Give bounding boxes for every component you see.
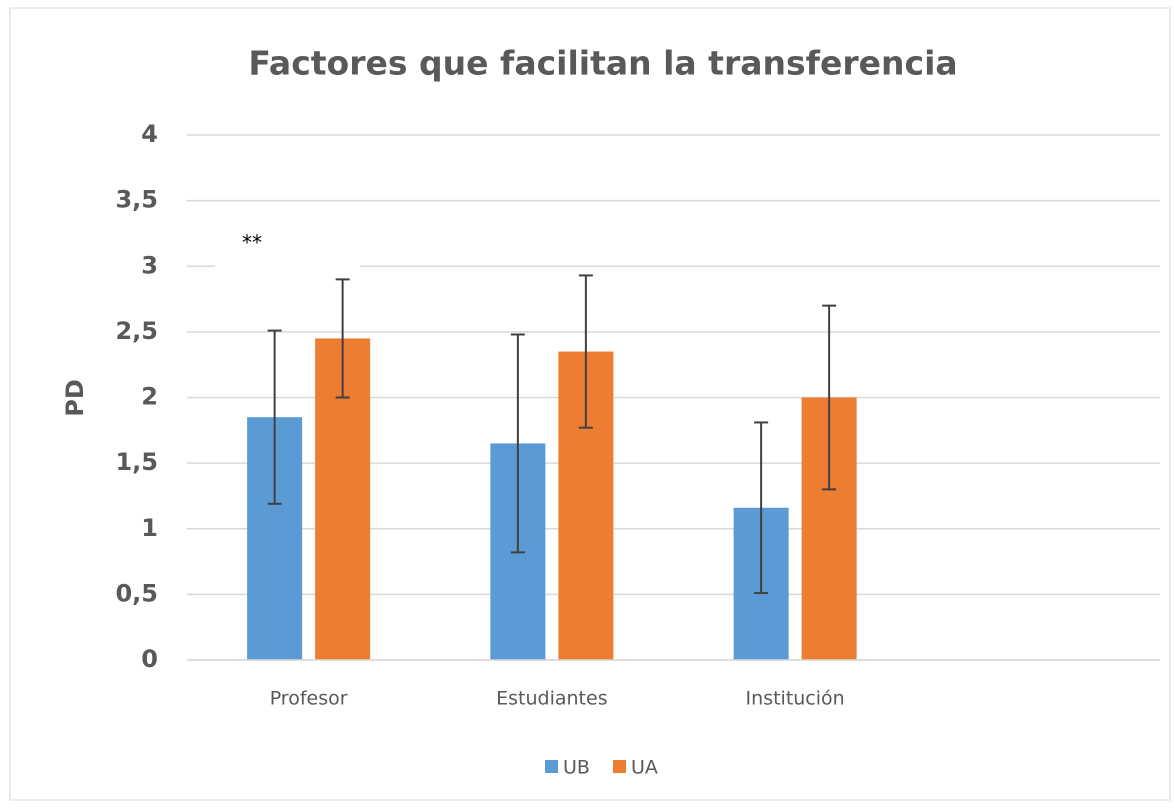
x-tick-label: Institución [746, 688, 845, 710]
annotation: ** [242, 231, 262, 255]
y-tick-label: 1 [141, 514, 158, 542]
y-tick-label: 1,5 [115, 448, 158, 476]
error-bar [335, 278, 350, 399]
legend-swatch [545, 760, 558, 773]
legend-label: UB [563, 757, 590, 779]
x-tick-label: Estudiantes [496, 688, 607, 710]
error-bar [578, 274, 593, 429]
y-tick-label: 4 [141, 120, 158, 148]
legend-swatch [613, 760, 626, 773]
x-tick-label: Profesor [270, 688, 348, 710]
y-tick-label: 0,5 [115, 579, 158, 607]
annotation-bg [215, 228, 360, 273]
error-bar [822, 304, 837, 491]
error-bar [267, 329, 282, 505]
y-tick-label: 2,5 [115, 317, 158, 345]
error-bar [754, 421, 769, 595]
y-tick-label: 2 [141, 383, 158, 411]
error-bar [510, 333, 525, 554]
y-axis-label: PD [61, 379, 89, 417]
legend-label: UA [631, 757, 658, 779]
chart-title: Factores que facilitan la transferencia [248, 44, 957, 83]
y-tick-label: 3 [141, 251, 158, 279]
y-tick-label: 0 [141, 645, 158, 673]
y-tick-label: 3,5 [115, 186, 158, 214]
